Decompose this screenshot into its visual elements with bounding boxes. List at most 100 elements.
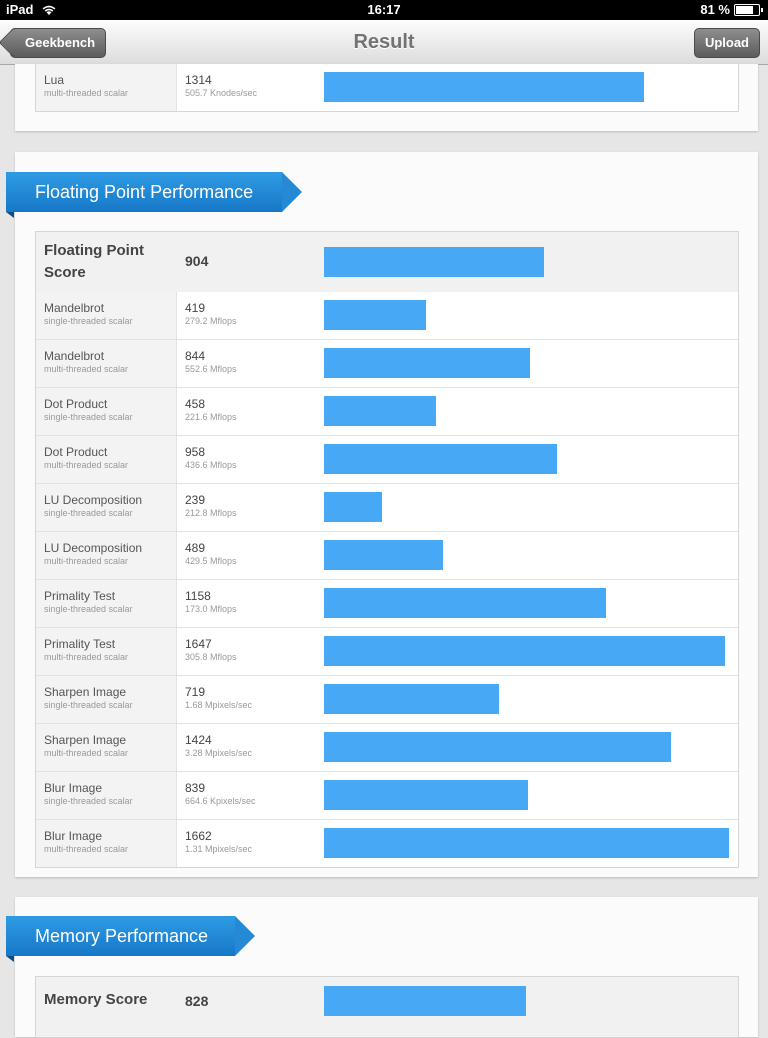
benchmark-variant: multi-threaded scalar — [44, 460, 129, 470]
benchmark-rate: 212.8 Mflops — [185, 508, 237, 518]
score-bar — [324, 300, 426, 330]
status-bar: iPad 16:17 81 % — [0, 0, 768, 20]
section-ribbon-memory: Memory Performance — [6, 916, 255, 962]
device-label: iPad — [6, 2, 34, 17]
benchmark-name: Blur Image — [44, 781, 103, 795]
benchmark-variant: single-threaded scalar — [44, 508, 133, 518]
benchmark-name: Sharpen Image — [44, 685, 127, 699]
benchmark-score: 1647 — [185, 637, 212, 651]
name-cell: Primality Test single-threaded scalar — [36, 580, 177, 627]
summary-score: 904 — [185, 253, 209, 269]
page-title: Result — [353, 31, 415, 53]
benchmark-score: 958 — [185, 445, 206, 459]
name-cell: Sharpen Image multi-threaded scalar — [36, 724, 177, 771]
benchmark-score: 719 — [185, 685, 206, 699]
benchmark-score: 489 — [185, 541, 206, 555]
benchmark-name: Primality Test — [44, 589, 116, 603]
name-cell: Dot Product multi-threaded scalar — [36, 436, 177, 483]
benchmark-variant: multi-threaded scalar — [44, 88, 129, 98]
benchmark-name: LU Decomposition — [44, 493, 143, 507]
battery-icon — [734, 3, 763, 16]
benchmark-variant: single-threaded scalar — [44, 700, 133, 710]
name-cell: Dot Product single-threaded scalar — [36, 388, 177, 435]
name-cell: Mandelbrot multi-threaded scalar — [36, 340, 177, 387]
benchmark-score: 1314 — [185, 73, 212, 87]
score-bar — [324, 540, 443, 570]
result-row: Blur Image multi-threaded scalar 1662 1.31 … — [36, 819, 738, 867]
benchmark-score: 1424 — [185, 733, 212, 747]
score-bar — [324, 72, 644, 102]
navigation-bar: Geekbench Result Upload — [0, 20, 768, 65]
benchmark-rate: 221.6 Mflops — [185, 412, 237, 422]
benchmark-rate: 429.5 Mflops — [185, 556, 237, 566]
result-row: Lua multi-threaded scalar 1314 505.7 Kno… — [36, 64, 738, 111]
score-bar — [324, 588, 606, 618]
memory-card: Memory Score 828 — [15, 897, 758, 1038]
result-row: Sharpen Image multi-threaded scalar 1424 3.… — [36, 723, 738, 771]
benchmark-rate: 664.6 Kpixels/sec — [185, 796, 256, 806]
benchmark-score: 239 — [185, 493, 206, 507]
benchmark-name: Mandelbrot — [44, 349, 105, 363]
summary-bar — [324, 247, 544, 277]
name-cell: Blur Image single-threaded scalar — [36, 772, 177, 819]
summary-bar — [324, 986, 526, 1016]
back-button[interactable]: Geekbench — [10, 28, 107, 58]
benchmark-variant: multi-threaded scalar — [44, 748, 129, 758]
name-cell: Floating Point Score — [36, 232, 176, 292]
result-row: Primality Test multi-threaded scalar 1647 3… — [36, 627, 738, 675]
result-row: Mandelbrot multi-threaded scalar 844 552.6 … — [36, 339, 738, 387]
benchmark-variant: multi-threaded scalar — [44, 364, 129, 374]
result-row: Blur Image single-threaded scalar 839 664.6… — [36, 771, 738, 819]
summary-label: Floating Point Score — [44, 242, 144, 281]
benchmark-name: Primality Test — [44, 637, 116, 651]
benchmark-rate: 173.0 Mflops — [185, 604, 237, 614]
benchmark-rate: 3.28 Mpixels/sec — [185, 748, 253, 758]
score-bar — [324, 732, 671, 762]
name-cell: Mandelbrot single-threaded scalar — [36, 292, 177, 339]
name-cell: LU Decomposition multi-threaded scalar — [36, 532, 177, 579]
score-bar — [324, 828, 729, 858]
name-cell: Primality Test multi-threaded scalar — [36, 628, 177, 675]
benchmark-name: LU Decomposition — [44, 541, 143, 555]
wifi-icon — [42, 5, 56, 15]
result-row: LU Decomposition multi-threaded scalar 489… — [36, 531, 738, 579]
back-button-label: Geekbench — [25, 35, 96, 50]
integer-performance-card: Lua multi-threaded scalar 1314 505.7 Kno… — [15, 64, 758, 131]
benchmark-rate: 279.2 Mflops — [185, 316, 237, 326]
result-row: Primality Test single-threaded scalar 1158… — [36, 579, 738, 627]
upload-button[interactable]: Upload — [693, 28, 760, 58]
integer-results-table: Lua multi-threaded scalar 1314 505.7 Kno… — [35, 64, 739, 112]
benchmark-score: 419 — [185, 301, 206, 315]
name-cell: Blur Image multi-threaded scalar — [36, 820, 177, 867]
benchmark-rate: 505.7 Knodes/sec — [185, 88, 258, 98]
result-row: Dot Product multi-threaded scalar 958 436.6… — [36, 435, 738, 483]
name-cell: Memory Score — [36, 977, 176, 1037]
benchmark-score: 1662 — [185, 829, 212, 843]
benchmark-name: Lua — [44, 73, 65, 87]
benchmark-variant: multi-threaded scalar — [44, 652, 129, 662]
benchmark-name: Blur Image — [44, 829, 103, 843]
benchmark-rate: 1.68 Mpixels/sec — [185, 700, 253, 710]
result-row: Sharpen Image single-threaded scalar 719 1.… — [36, 675, 738, 723]
benchmark-score: 844 — [185, 349, 206, 363]
section-ribbon-floating-point: Floating Point Performance — [6, 172, 302, 218]
name-cell: Sharpen Image single-threaded scalar — [36, 676, 177, 723]
section-title: Memory Performance — [35, 926, 209, 946]
benchmark-name: Dot Product — [44, 445, 108, 459]
result-row: Mandelbrot single-threaded scalar 419 279.2… — [36, 292, 738, 339]
benchmark-name: Mandelbrot — [44, 301, 105, 315]
benchmark-rate: 552.6 Mflops — [185, 364, 237, 374]
status-time: 16:17 — [367, 2, 401, 17]
benchmark-variant: multi-threaded scalar — [44, 844, 129, 854]
score-bar — [324, 684, 499, 714]
name-cell: LU Decomposition single-threaded scalar — [36, 484, 177, 531]
benchmark-score: 458 — [185, 397, 206, 411]
name-cell: Lua multi-threaded scalar — [36, 64, 177, 111]
benchmark-variant: multi-threaded scalar — [44, 556, 129, 566]
result-row: LU Decomposition single-threaded scalar 23… — [36, 483, 738, 531]
benchmark-score: 1158 — [185, 589, 211, 603]
benchmark-name: Dot Product — [44, 397, 108, 411]
results-list: Mandelbrot single-threaded scalar 419 279.2… — [36, 292, 738, 867]
memory-table: Memory Score 828 — [35, 976, 739, 1038]
battery-percent: 81 % — [700, 2, 730, 17]
